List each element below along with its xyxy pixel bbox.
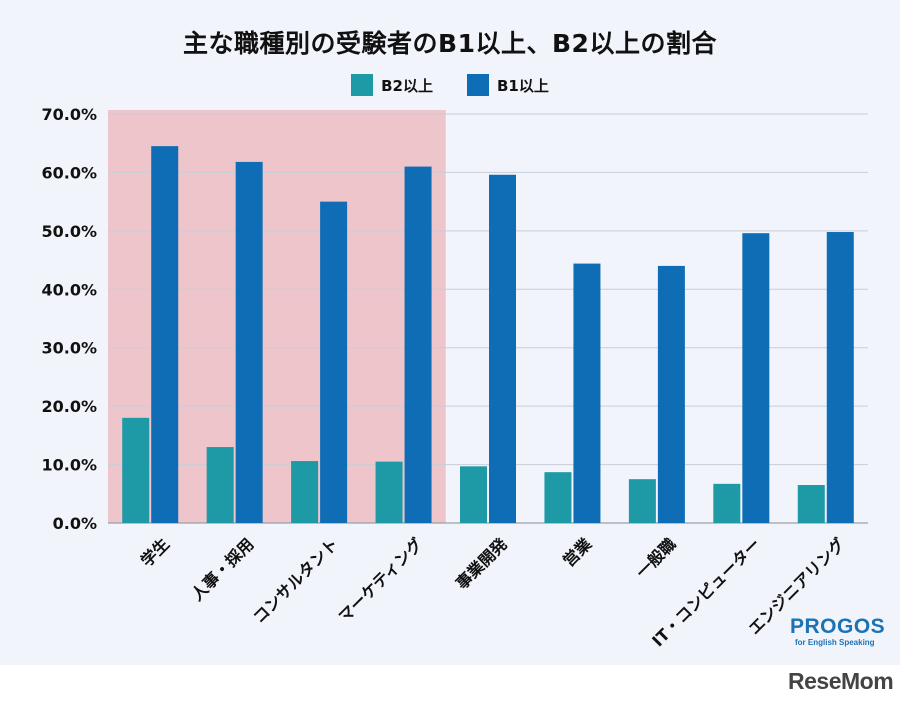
bar-b2: [628, 479, 656, 523]
bar-b2: [375, 461, 403, 523]
bar-b2: [206, 447, 234, 523]
y-tick-label: 30.0%: [41, 339, 97, 358]
legend-swatch-b2: [351, 74, 374, 96]
bar-b2: [291, 461, 319, 523]
legend-item-b2: B2以上: [351, 74, 433, 96]
bar-b1: [573, 263, 601, 523]
y-tick-label: 40.0%: [41, 280, 97, 299]
bar-b2: [544, 472, 572, 523]
x-tick-label: 営業: [559, 534, 596, 571]
progos-logo: PROGOS: [790, 615, 886, 638]
x-tick-label: 人事・採用: [187, 534, 257, 604]
legend-item-b1: B1以上: [467, 74, 549, 96]
legend-label-b2: B2以上: [381, 76, 433, 95]
bar-b1: [657, 265, 685, 523]
x-tick-label: 事業開発: [452, 534, 511, 593]
bar-b2: [797, 485, 825, 523]
bar-b1: [235, 161, 263, 523]
x-tick-label: 学生: [137, 534, 173, 570]
bar-b1: [489, 174, 516, 523]
bar-b1: [151, 146, 179, 523]
bottom-strip: [0, 665, 900, 702]
y-tick-label: 50.0%: [41, 222, 97, 241]
bar-b1: [320, 201, 348, 523]
y-tick-label: 60.0%: [41, 163, 97, 182]
bar-b1: [826, 232, 854, 524]
y-tick-label: 20.0%: [41, 397, 97, 416]
bar-b2: [122, 417, 150, 523]
x-tick-label: 一般職: [632, 534, 679, 581]
resemom-logo: ReseMom: [788, 668, 894, 694]
bar-b1: [742, 233, 770, 524]
legend: B2以上 B1以上: [0, 74, 900, 96]
x-tick-label: マーケティング: [335, 534, 427, 626]
chart-title: 主な職種別の受験者のB1以上、B2以上の割合: [183, 29, 717, 58]
bar-b2: [460, 466, 487, 523]
y-tick-label: 0.0%: [53, 514, 97, 533]
legend-swatch-b1: [467, 74, 489, 96]
y-tick-label: 10.0%: [41, 456, 97, 475]
x-tick-label: コンサルタント: [249, 534, 342, 627]
bar-b2: [713, 483, 741, 523]
progos-logo-subtitle: for English Speaking: [795, 638, 875, 647]
y-tick-label: 70.0%: [41, 105, 97, 124]
legend-label-b1: B1以上: [497, 76, 549, 95]
bar-b1: [404, 166, 432, 524]
